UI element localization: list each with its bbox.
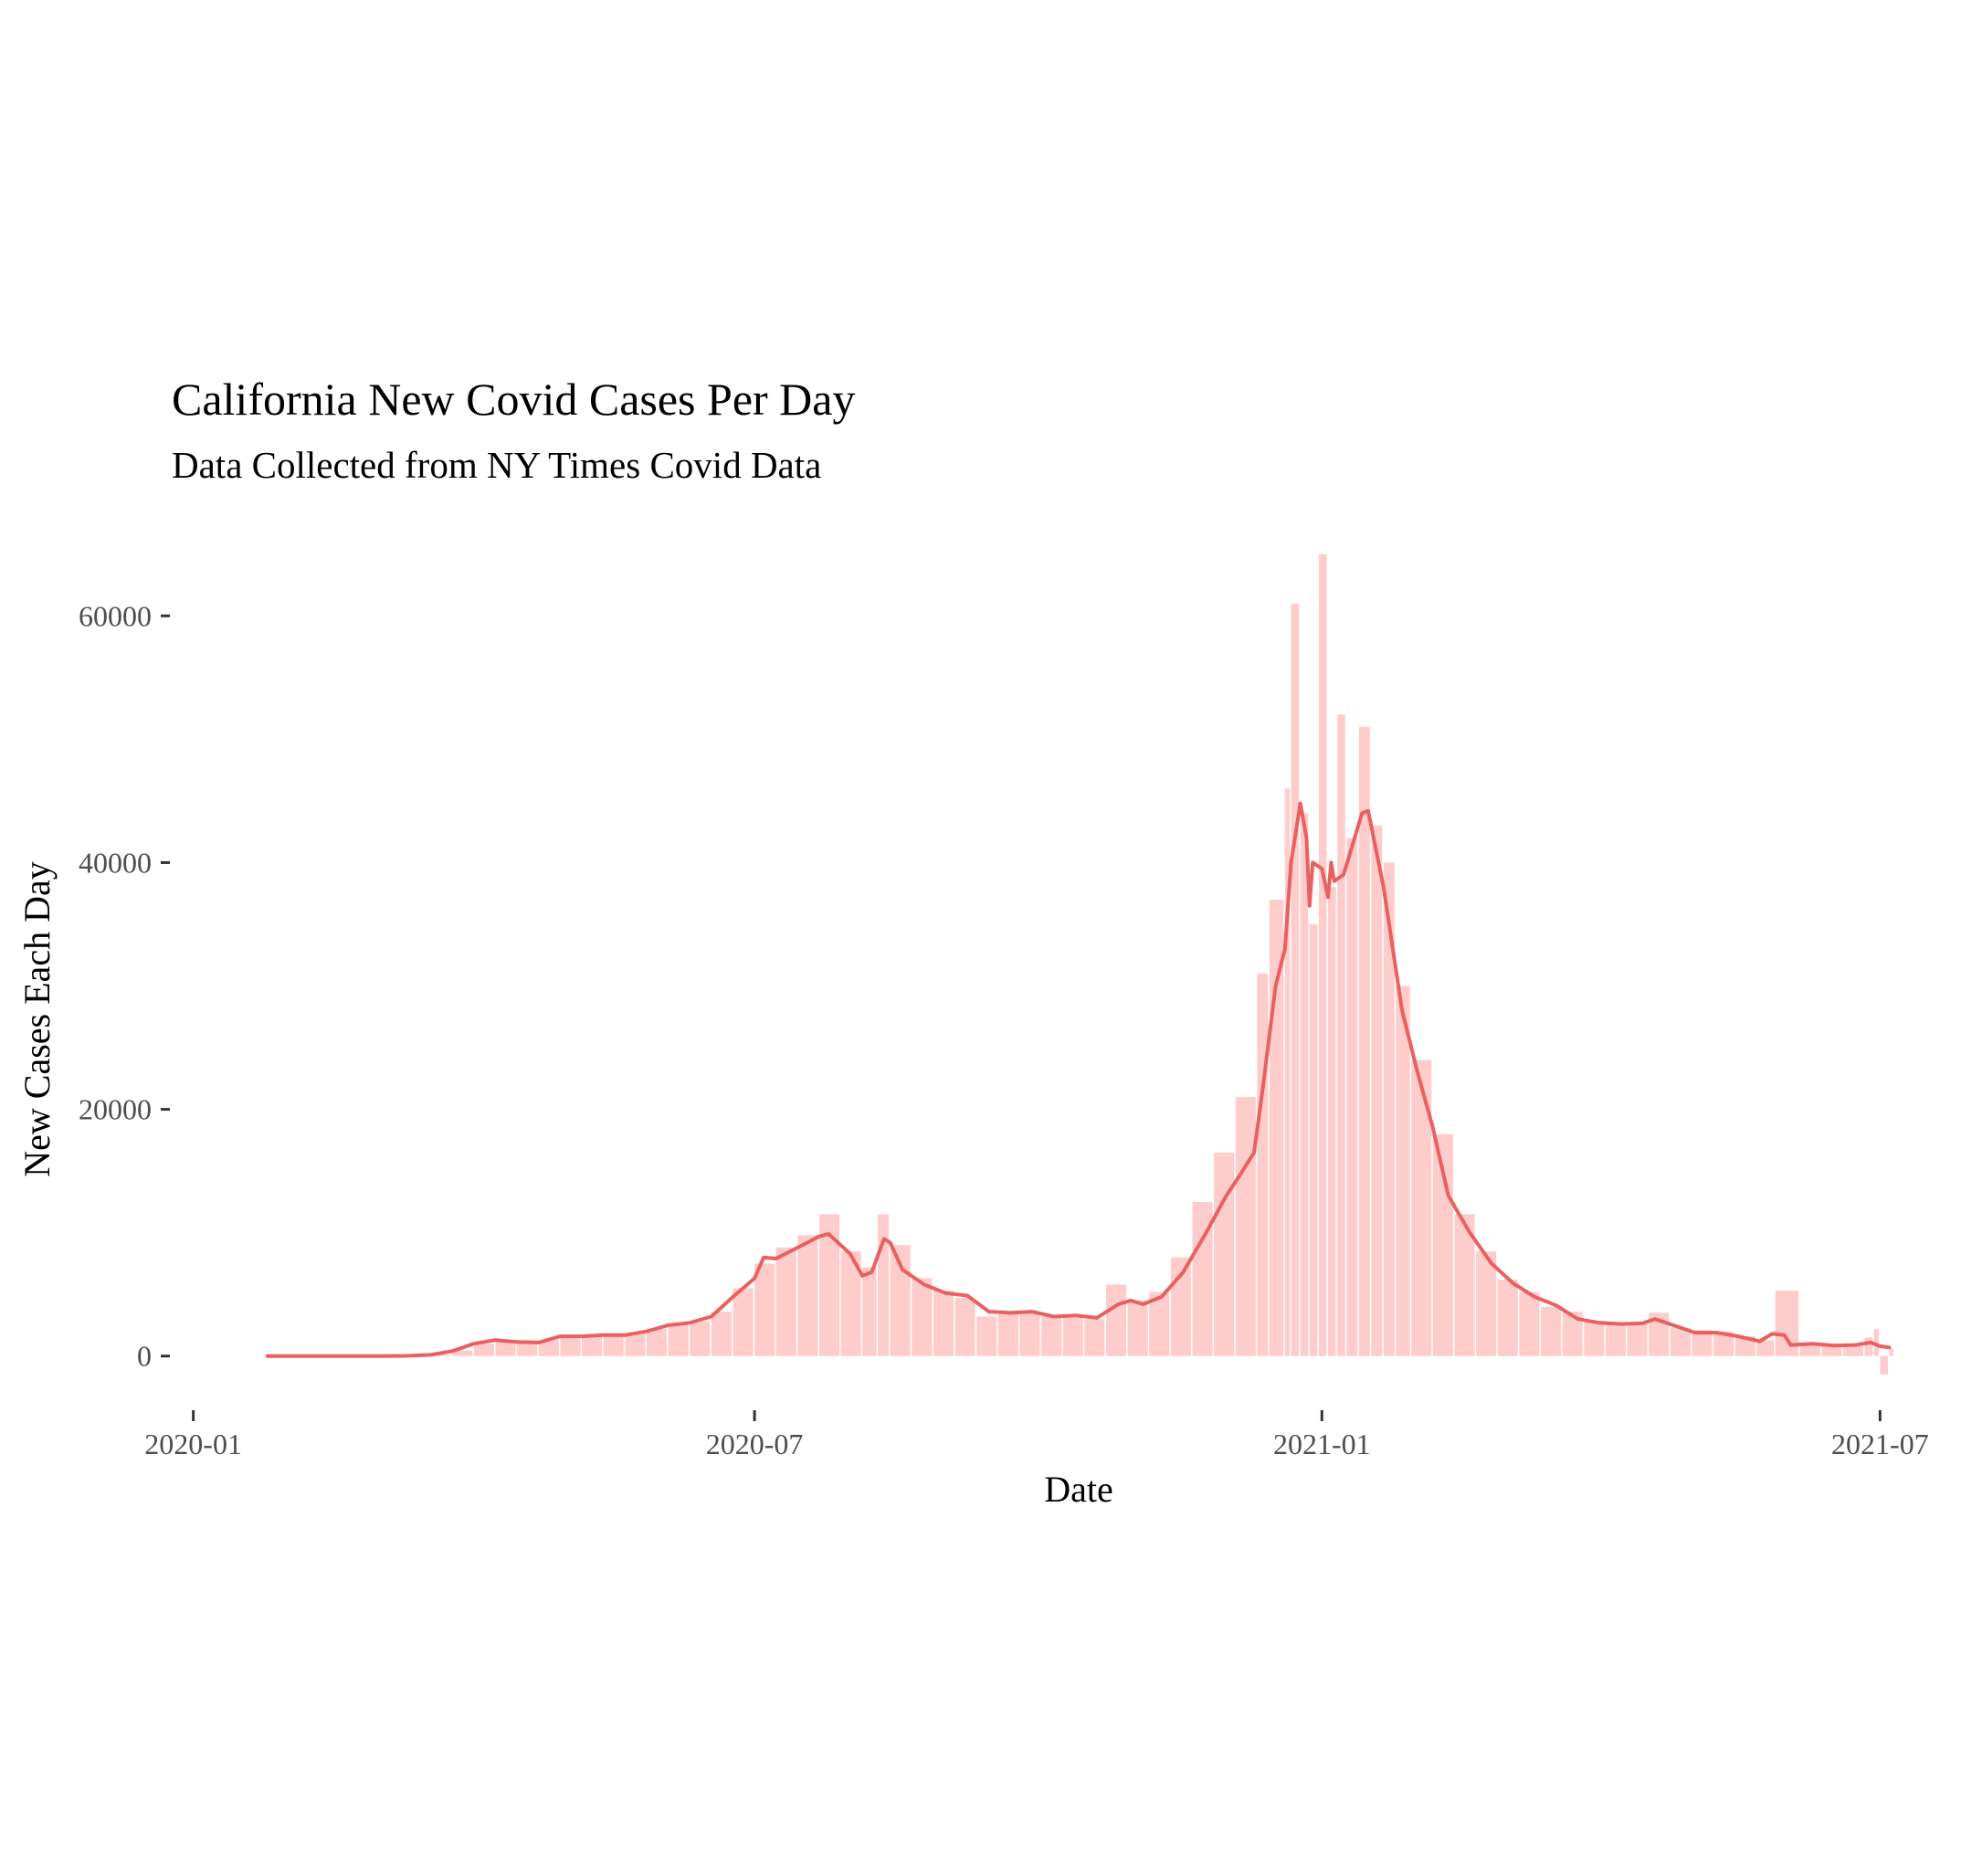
y-tick-label: 0 xyxy=(137,1340,152,1373)
x-tick-label: 2020-07 xyxy=(706,1428,804,1460)
y-axis: 0 20000 40000 60000 xyxy=(79,599,170,1373)
case-bar xyxy=(1358,726,1370,1356)
case-bar xyxy=(1257,974,1269,1356)
y-tick-label: 40000 xyxy=(79,846,152,879)
case-bar xyxy=(690,1321,711,1356)
x-axis: 2020-01 2020-07 2021-01 2021-07 xyxy=(144,1410,1929,1460)
case-bar xyxy=(1127,1300,1148,1356)
daily-case-bars xyxy=(267,553,1893,1375)
case-bar xyxy=(840,1250,861,1356)
case-bar xyxy=(1670,1327,1691,1356)
case-bar xyxy=(862,1267,877,1356)
y-tick-label: 20000 xyxy=(79,1093,152,1126)
case-bar xyxy=(1149,1291,1170,1356)
rolling-average-line xyxy=(265,801,1892,1358)
case-bar xyxy=(1734,1336,1755,1356)
case-bar xyxy=(1605,1323,1626,1356)
case-bar xyxy=(1284,788,1291,1356)
x-tick-label: 2021-07 xyxy=(1831,1428,1929,1460)
chart-subtitle: Data Collected from NY Times Covid Data xyxy=(172,444,821,486)
case-bar xyxy=(582,1336,603,1356)
case-bar xyxy=(797,1235,818,1356)
case-bar xyxy=(1383,862,1395,1356)
case-bar xyxy=(997,1313,1018,1356)
case-bar xyxy=(430,1354,451,1356)
case-bar xyxy=(1328,887,1336,1356)
case-bar xyxy=(1411,1059,1432,1356)
case-bar xyxy=(646,1329,667,1356)
case-bar xyxy=(1889,1348,1893,1356)
case-bar xyxy=(1371,825,1383,1356)
case-bar xyxy=(711,1312,732,1356)
case-bar xyxy=(1214,1152,1235,1356)
case-bar xyxy=(1346,838,1358,1356)
case-bar xyxy=(1692,1330,1713,1356)
x-axis-title: Date xyxy=(1044,1469,1113,1510)
case-bar xyxy=(1562,1312,1583,1356)
case-bar xyxy=(1318,553,1327,1356)
x-tick-label: 2021-01 xyxy=(1273,1428,1371,1460)
case-bar xyxy=(1291,603,1300,1356)
case-bar xyxy=(538,1340,559,1356)
case-bar xyxy=(1497,1280,1518,1356)
case-bar xyxy=(933,1291,954,1356)
case-bar xyxy=(1396,985,1410,1356)
case-bar xyxy=(912,1278,933,1356)
case-bar xyxy=(1880,1355,1888,1375)
case-bar xyxy=(1106,1284,1127,1356)
case-bar xyxy=(1019,1312,1040,1356)
case-bar xyxy=(1337,714,1345,1356)
case-bar xyxy=(1873,1329,1879,1356)
case-bar xyxy=(1300,813,1309,1356)
case-bar xyxy=(473,1344,494,1356)
y-tick-label: 60000 xyxy=(79,599,152,632)
case-bar xyxy=(878,1214,890,1356)
case-bar xyxy=(1799,1344,1820,1356)
case-bar xyxy=(1454,1214,1475,1356)
case-bar xyxy=(625,1333,646,1356)
case-bar xyxy=(668,1323,689,1356)
case-bar xyxy=(1756,1340,1775,1356)
case-bar xyxy=(495,1341,516,1356)
case-bar xyxy=(1309,924,1318,1356)
case-bar xyxy=(775,1247,796,1356)
x-tick-label: 2020-01 xyxy=(144,1428,242,1460)
case-bar xyxy=(1864,1337,1873,1356)
case-bar xyxy=(452,1350,473,1356)
case-bar xyxy=(1713,1331,1734,1356)
y-axis-title: New Cases Each Day xyxy=(16,861,58,1176)
chart-title: California New Covid Cases Per Day xyxy=(172,374,855,425)
rolling-average-line-group xyxy=(265,801,1892,1358)
case-bar xyxy=(976,1316,997,1356)
case-bar xyxy=(1541,1306,1562,1356)
case-bar xyxy=(1235,1097,1256,1356)
case-bar xyxy=(1584,1321,1605,1356)
case-bar xyxy=(560,1334,581,1356)
case-bar xyxy=(603,1333,624,1356)
case-bar xyxy=(733,1288,754,1356)
case-bar xyxy=(1842,1344,1863,1356)
case-bar xyxy=(1192,1201,1213,1356)
case-bar xyxy=(754,1263,775,1356)
case-bar xyxy=(1476,1250,1497,1356)
case-bar xyxy=(1041,1316,1062,1356)
case-bar xyxy=(954,1298,975,1356)
case-bar xyxy=(1084,1319,1105,1356)
case-bar xyxy=(1627,1323,1648,1356)
case-bar xyxy=(1062,1315,1083,1356)
case-bar xyxy=(819,1214,840,1356)
case-bar xyxy=(1821,1344,1842,1356)
case-bar xyxy=(1519,1291,1540,1356)
case-bar xyxy=(517,1342,538,1356)
